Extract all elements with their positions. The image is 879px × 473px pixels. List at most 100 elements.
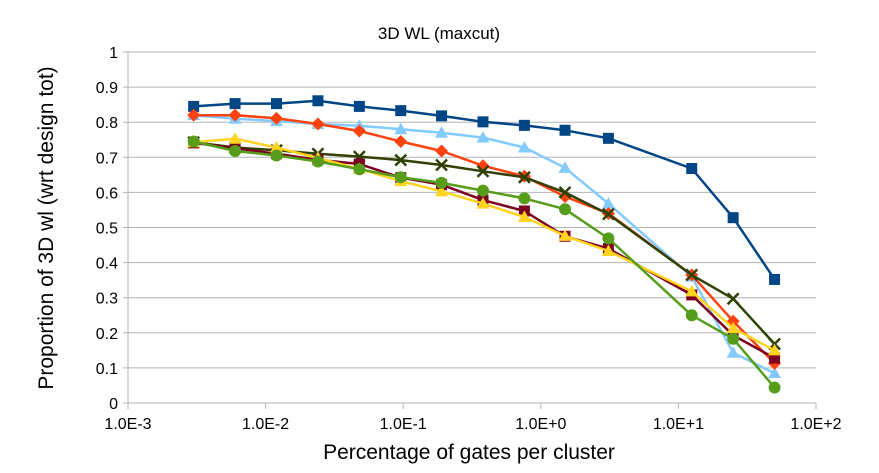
series-1	[188, 95, 781, 285]
data-point	[228, 108, 242, 122]
data-point	[476, 164, 490, 178]
series-line	[193, 140, 776, 345]
data-point-stroke	[476, 164, 490, 178]
data-point	[476, 131, 490, 143]
data-point-stroke	[685, 268, 699, 282]
data-point	[685, 268, 699, 282]
x-tick-label: 1.0E-3	[104, 416, 151, 433]
data-point	[768, 381, 781, 394]
data-point	[601, 244, 615, 257]
data-point	[312, 95, 324, 107]
data-point	[558, 229, 572, 241]
data-point	[269, 140, 283, 153]
data-point	[394, 135, 408, 149]
data-point	[188, 100, 200, 112]
data-point	[518, 192, 531, 205]
data-point	[269, 111, 283, 125]
data-point	[394, 153, 408, 167]
data-point	[559, 203, 572, 216]
data-point-stroke	[602, 207, 615, 221]
y-tick-label: 1	[109, 45, 118, 62]
data-point	[229, 144, 242, 157]
y-tick-label: 0.9	[96, 80, 118, 97]
y-tick-label: 0.2	[96, 326, 118, 343]
y-tick-labels: 0 0.1 0.2 0.3 0.4 0.5 0.6 0.7 0.8 0.9 1	[96, 45, 118, 413]
data-point	[768, 366, 782, 379]
data-point	[518, 119, 530, 131]
x-tick-label: 1.0E-1	[380, 416, 427, 433]
data-point	[517, 140, 531, 153]
data-point	[601, 197, 615, 209]
y-tick-label: 0.7	[96, 150, 118, 167]
x-tick-label: 1.0E+2	[790, 416, 841, 433]
data-point	[394, 171, 407, 184]
y-tick-label: 0.1	[96, 361, 118, 378]
y-tick-label: 0.3	[96, 291, 118, 308]
y-tick-label: 0.4	[96, 256, 118, 273]
data-point	[726, 292, 740, 306]
data-point	[228, 132, 242, 144]
y-axis-label: Proportion of 3D wl (wrt design tot)	[35, 66, 58, 389]
data-point	[726, 321, 740, 334]
data-point	[435, 144, 449, 158]
y-tick-label: 0.8	[96, 115, 118, 132]
data-point	[187, 108, 201, 122]
data-point	[602, 132, 614, 144]
data-point-stroke	[394, 153, 408, 167]
data-point	[311, 117, 325, 131]
gridlines	[128, 51, 816, 369]
data-point	[558, 161, 572, 173]
data-point	[436, 110, 448, 122]
data-point	[435, 184, 449, 197]
data-point	[768, 343, 782, 356]
data-point	[352, 124, 366, 138]
data-point	[517, 210, 531, 222]
data-point	[476, 184, 489, 197]
data-point	[394, 122, 408, 135]
data-point	[685, 309, 698, 322]
data-point	[558, 186, 572, 199]
axes	[123, 51, 817, 409]
y-tick-label: 0.5	[96, 221, 118, 238]
data-point	[727, 212, 739, 224]
x-tick-labels: 1.0E-3 1.0E-2 1.0E-1 1.0E+0 1.0E+1 1.0E+2	[104, 416, 841, 433]
x-tick-label: 1.0E+0	[515, 416, 566, 433]
data-point	[270, 149, 283, 162]
data-point	[311, 155, 324, 168]
series-group	[187, 95, 782, 394]
data-point	[435, 158, 448, 172]
data-point	[477, 116, 489, 128]
data-point	[353, 163, 366, 176]
data-point	[559, 124, 571, 136]
data-point	[727, 332, 740, 345]
series-line	[193, 137, 776, 352]
series-line	[193, 141, 776, 360]
data-point	[726, 346, 740, 358]
data-point-stroke	[435, 158, 448, 172]
y-tick-label: 0.6	[96, 185, 118, 202]
data-point	[602, 232, 615, 245]
x-tick-label: 1.0E+1	[653, 416, 704, 433]
x-axis-label: Percentage of gates per cluster	[323, 441, 615, 464]
chart-title: 3D WL (maxcut)	[378, 24, 500, 43]
data-point	[229, 98, 241, 110]
data-point	[686, 163, 698, 175]
series-7	[187, 135, 781, 394]
data-point	[518, 170, 531, 184]
data-point-stroke	[726, 292, 740, 306]
y-tick-label: 0	[109, 396, 118, 413]
data-point	[769, 273, 781, 285]
data-point	[353, 100, 365, 112]
data-point	[685, 284, 699, 297]
data-point	[187, 135, 200, 148]
data-point	[435, 176, 448, 189]
series-line	[193, 140, 776, 389]
data-point	[395, 105, 407, 117]
data-point-stroke	[518, 170, 531, 184]
data-point	[602, 207, 615, 221]
x-tick-label: 1.0E-2	[242, 416, 289, 433]
data-point-stroke	[558, 186, 572, 199]
data-point	[769, 352, 781, 364]
data-point	[435, 126, 449, 138]
